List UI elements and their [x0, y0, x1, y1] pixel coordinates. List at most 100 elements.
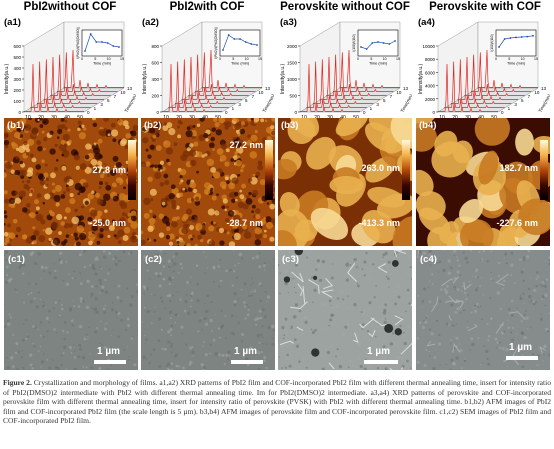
- sem-grain: [42, 301, 45, 304]
- sem-grain: [469, 281, 472, 284]
- sem-grain: [265, 366, 269, 370]
- sem-grain: [548, 262, 550, 266]
- sem-grain: [203, 317, 207, 321]
- xrd-trace: [63, 49, 124, 88]
- afm-grain: [84, 166, 92, 174]
- sem-pinhole: [391, 259, 399, 267]
- sem-grain: [387, 260, 391, 264]
- afm-grain: [98, 186, 102, 189]
- sem-grain: [161, 347, 164, 351]
- afm-grain: [167, 161, 172, 166]
- sem-grain: [253, 289, 256, 291]
- xrd-trace: [168, 61, 229, 108]
- y-tick-label: 500: [13, 55, 21, 60]
- sem-grain: [152, 348, 156, 351]
- sem-grain: [119, 299, 123, 303]
- sem-grain: [217, 327, 221, 330]
- sem-grain: [39, 320, 43, 324]
- sem-grain: [510, 299, 514, 303]
- sem-grain: [442, 268, 446, 272]
- afm-grain: [117, 240, 122, 244]
- sem-grain: [85, 305, 90, 310]
- sem-grain: [393, 283, 396, 286]
- sem-grain: [112, 302, 114, 304]
- sem-grain: [356, 284, 360, 288]
- sem-grain: [231, 284, 234, 287]
- sem-grain: [466, 326, 469, 329]
- sem-grain: [490, 271, 492, 274]
- afm-grain: [416, 122, 437, 152]
- sem-grain: [46, 358, 49, 361]
- sem-grain: [384, 303, 388, 307]
- sem-grain: [278, 340, 279, 342]
- afm-grain: [237, 133, 241, 137]
- inset-frame: [495, 29, 537, 57]
- sem-grain: [360, 250, 362, 252]
- sem-grain: [521, 332, 525, 336]
- z-tick-label: 7: [390, 94, 393, 99]
- sem-grain: [250, 283, 252, 286]
- afm-grain: [265, 221, 274, 230]
- afm-grain: [427, 226, 458, 246]
- sem-grain: [103, 346, 107, 350]
- afm-grain: [181, 226, 189, 235]
- afm-grain: [159, 160, 165, 166]
- afm-grain: [29, 153, 34, 158]
- sem-grain: [113, 285, 116, 287]
- y-tick-label: 800: [151, 44, 159, 49]
- afm-grain: [193, 141, 199, 147]
- sem-grain: [235, 276, 238, 280]
- afm-grain: [154, 164, 158, 169]
- afm-grain: [255, 208, 261, 214]
- sem-grain: [37, 291, 41, 295]
- sem-grain: [459, 274, 462, 277]
- afm-grain: [56, 136, 60, 139]
- y-tick-label: 100: [13, 99, 21, 104]
- afm-max-value: 27.8 nm: [92, 165, 126, 175]
- sem-grain: [336, 325, 339, 328]
- sem-grain: [406, 290, 410, 294]
- sem-grain: [486, 358, 489, 360]
- sem-grain: [470, 337, 474, 341]
- sem-grain: [259, 299, 262, 303]
- afm-grain: [103, 118, 110, 122]
- sem-grain-boundary: [393, 250, 398, 257]
- sem-pinhole: [283, 276, 291, 283]
- sem-grain: [42, 335, 45, 338]
- sem-grain: [280, 301, 282, 303]
- sem-grain: [368, 301, 372, 305]
- sem-grain: [91, 266, 95, 270]
- sem-grain: [159, 272, 162, 275]
- sem-grain-boundary: [370, 317, 387, 327]
- afm-grain: [175, 236, 179, 240]
- sem-grain-boundary: [394, 315, 404, 326]
- afm-grain: [142, 137, 149, 144]
- column-title-4: Perovskite with COF: [429, 1, 541, 13]
- sem-grain: [346, 262, 349, 265]
- sem-grain: [535, 277, 538, 280]
- sem-grain: [164, 307, 166, 310]
- xrd-trace: [36, 59, 98, 104]
- sem-grain: [335, 304, 339, 308]
- sem-grain: [227, 350, 231, 354]
- sem-grain: [331, 314, 335, 317]
- afm-grain: [159, 169, 163, 172]
- sem-grain: [202, 368, 205, 370]
- xrd-label: (a1): [4, 17, 21, 28]
- sem-grain: [123, 349, 126, 352]
- sem-grain: [279, 272, 281, 275]
- sem-grain: [42, 353, 45, 356]
- sem-grain: [130, 295, 134, 298]
- sem-label: (c4): [420, 254, 437, 265]
- afm-grain: [228, 182, 236, 190]
- sem-grain: [397, 265, 400, 268]
- sem-grain: [251, 256, 255, 260]
- afm-grain: [178, 181, 182, 185]
- sem-grain: [211, 329, 214, 332]
- sem-grain: [385, 269, 389, 272]
- sem-grain: [283, 334, 286, 337]
- sem-grain: [486, 322, 489, 325]
- sem-grain: [146, 309, 150, 314]
- afm-grain: [278, 230, 297, 246]
- sem-grain-boundary: [441, 278, 454, 287]
